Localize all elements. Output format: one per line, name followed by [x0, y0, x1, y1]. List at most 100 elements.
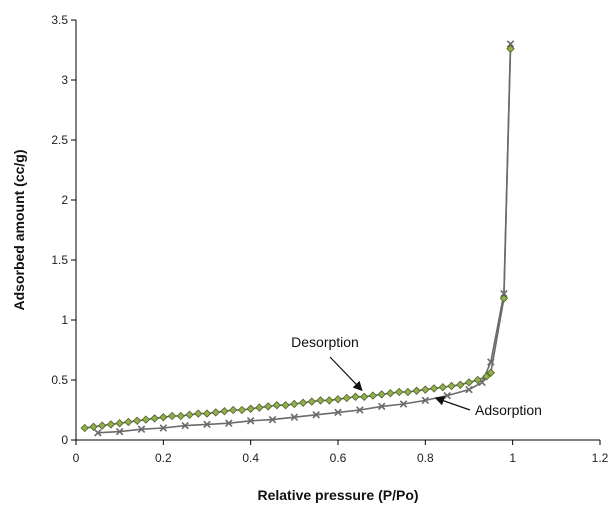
y-tick-label: 2.5 [51, 133, 68, 147]
y-tick-label: 1.5 [51, 253, 68, 267]
x-stroke [334, 408, 342, 417]
x-tick-label: 0.2 [155, 451, 172, 465]
desorption-point [263, 402, 273, 411]
desorption-point [325, 396, 334, 405]
adsorption-point [399, 400, 408, 408]
desorption-point [368, 391, 378, 400]
y-tick-label: 0.5 [51, 373, 68, 387]
desorption-point [229, 405, 238, 415]
desorption-point [351, 392, 360, 401]
x-stroke [356, 406, 364, 414]
x-stroke [506, 40, 515, 48]
desorption-point [360, 392, 369, 401]
desorption-point [185, 410, 194, 419]
desorption-point [211, 408, 220, 417]
adsorption-point [506, 40, 515, 48]
desorption-point [246, 404, 255, 413]
desorption-point [237, 405, 247, 415]
adsorption-point [312, 411, 320, 419]
x-stroke [290, 413, 299, 421]
x-stroke [421, 396, 430, 405]
desorption-point [167, 411, 177, 421]
adsorption-point [377, 402, 386, 411]
x-stroke [203, 420, 211, 429]
adsorption-point [268, 415, 277, 424]
adsorption-point [500, 289, 508, 298]
y-tick-label: 3 [61, 73, 68, 87]
desorption-point [482, 372, 491, 381]
desorption-point [307, 397, 316, 406]
x-tick-label: 1.2 [592, 451, 609, 465]
adsorption-point [246, 417, 255, 425]
y-tick-label: 0 [61, 433, 68, 447]
y-axis-title: Adsorbed amount (cc/g) [11, 149, 27, 310]
desorption-point [281, 401, 290, 410]
axes [71, 19, 601, 445]
adsorption-point [181, 421, 189, 430]
x-tick-label: 1 [509, 451, 516, 465]
desorption-point [333, 395, 343, 404]
desorption-point [486, 368, 495, 377]
x-stroke [115, 427, 124, 436]
x-stroke [478, 378, 486, 387]
x-stroke [268, 415, 277, 424]
x-stroke [500, 289, 508, 298]
desorption-point [447, 381, 456, 391]
desorption-point [386, 389, 395, 398]
adsorption-point [356, 406, 364, 414]
desorption-point [298, 398, 308, 407]
desorption-point [506, 44, 515, 53]
x-tick-label: 0.6 [330, 451, 347, 465]
x-stroke [312, 411, 320, 419]
series-lines [84, 43, 512, 434]
adsorption-point [421, 396, 430, 405]
adsorption-point [137, 425, 146, 433]
adsorption-point [487, 358, 495, 366]
desorption-point [150, 414, 159, 423]
desorption-point [403, 387, 413, 397]
adsorption-point [225, 419, 233, 427]
desorption-point [316, 396, 325, 405]
desorption-point [80, 423, 89, 433]
adsorption-point [94, 429, 102, 437]
desorption-point [272, 401, 282, 410]
annotations: Desorption Adsorption [291, 334, 542, 418]
desorption-point [421, 385, 430, 394]
desorption-point [115, 419, 124, 428]
annotation-label: Desorption [291, 334, 359, 350]
y-tick-label: 1 [61, 313, 68, 327]
x-stroke [465, 385, 473, 394]
desorption-point [89, 422, 98, 431]
tick-labels: 0 0.2 0.4 0.6 0.8 1 1.2 0 0.5 1 1.5 2 2.5 3 3.5 [51, 13, 608, 465]
annotation-label: Adsorption [475, 402, 542, 418]
x-tick-label: 0.4 [242, 451, 259, 465]
desorption-point [342, 393, 351, 403]
adsorption-point [334, 408, 342, 417]
x-stroke [377, 402, 386, 411]
desorption-point [220, 407, 229, 416]
adsorption-point [203, 420, 211, 429]
desorption-point [132, 416, 142, 425]
x-stroke [159, 424, 168, 432]
y-tick-label: 2 [61, 193, 68, 207]
desorption-point [290, 399, 299, 409]
desorption-point [255, 403, 264, 412]
desorption-point [412, 386, 421, 395]
desorption-point [159, 413, 168, 422]
annotation-arrow [434, 396, 471, 411]
desorption-point [499, 294, 509, 303]
x-stroke [399, 400, 408, 408]
x-stroke [94, 429, 102, 437]
x-stroke [181, 421, 189, 430]
adsorption-point [465, 385, 473, 394]
desorption-point [98, 421, 107, 430]
desorption-point [464, 378, 474, 387]
desorption-line [84, 48, 512, 429]
desorption-point [473, 375, 482, 385]
adsorption-point [115, 427, 124, 436]
desorption-point [202, 409, 212, 418]
x-tick-label: 0 [73, 451, 80, 465]
desorption-point [106, 420, 116, 429]
y-tick-label: 3.5 [51, 13, 68, 27]
